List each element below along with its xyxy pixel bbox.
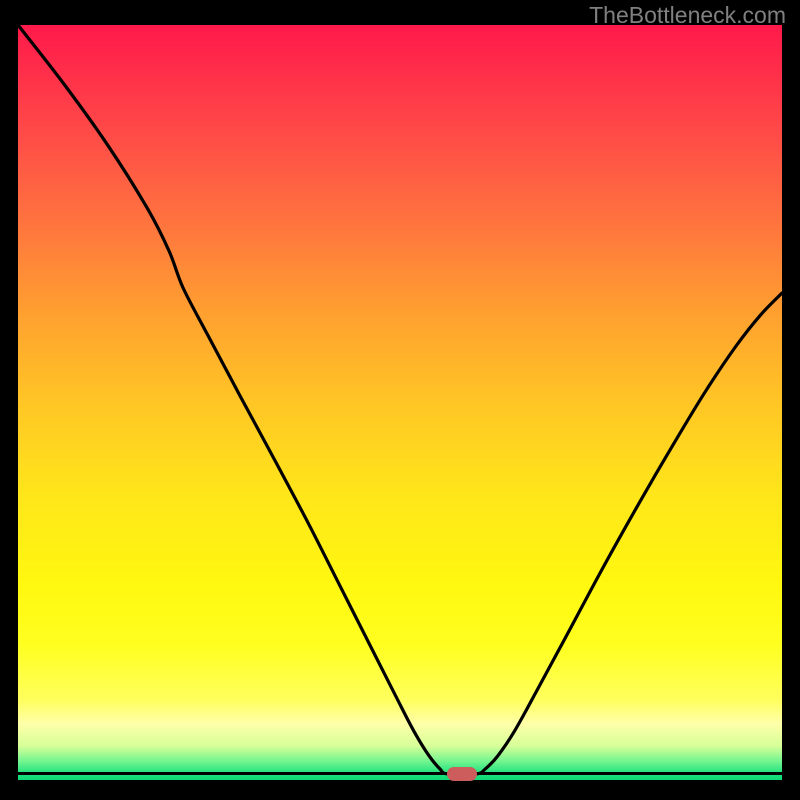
watermark-text: TheBottleneck.com (589, 2, 786, 29)
curve-line (18, 25, 782, 780)
plot-area (18, 25, 782, 780)
chart-root: TheBottleneck.com (0, 0, 800, 800)
optimal-marker (447, 767, 477, 781)
